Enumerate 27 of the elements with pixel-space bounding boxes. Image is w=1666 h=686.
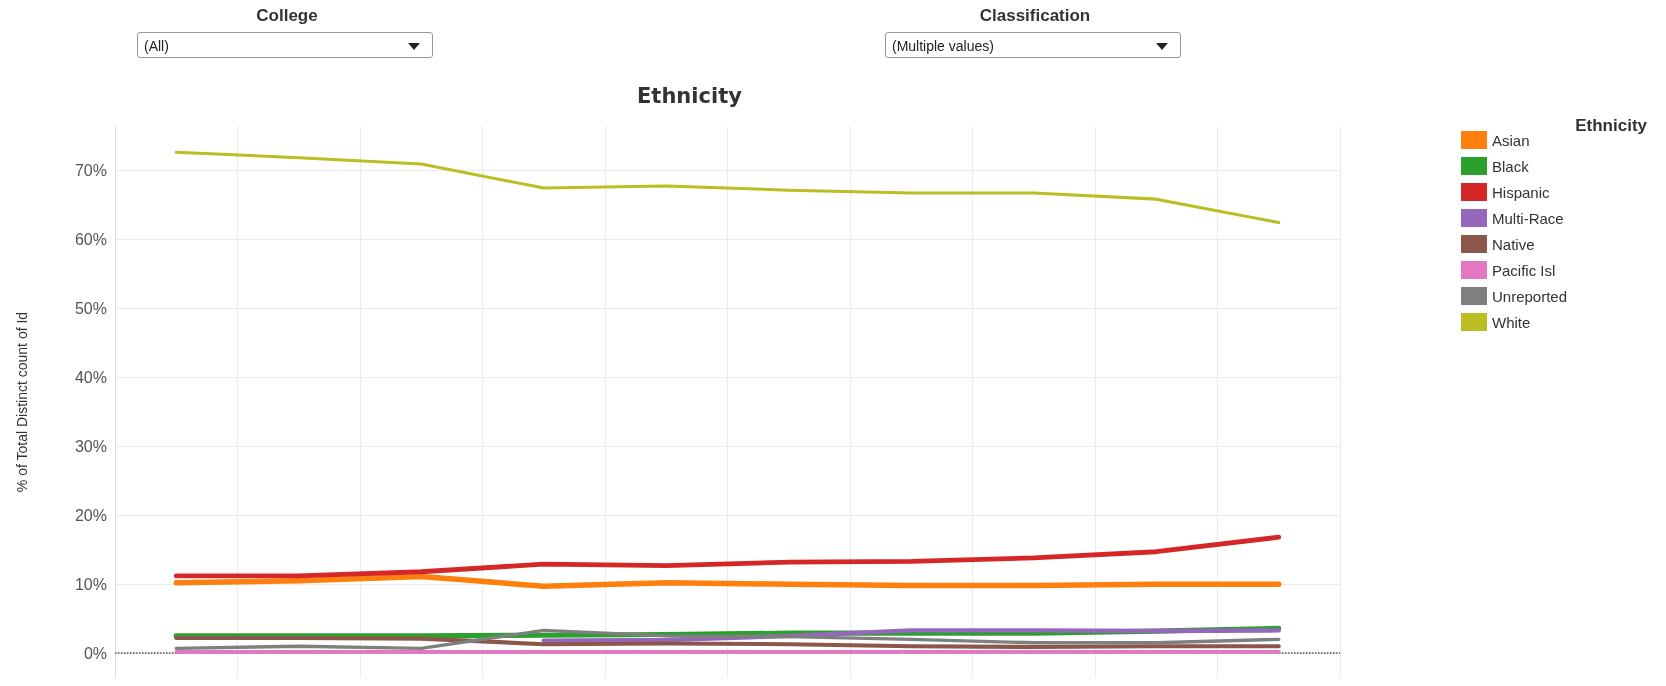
line-series (173, 534, 1282, 579)
y-axis-title: % of Total Distinct count of Id (14, 311, 30, 493)
text: Classification (978, 6, 1092, 26)
y-tick-label: 20% (74, 506, 107, 524)
y-tick-label: 30% (74, 437, 107, 455)
line-series (174, 628, 1281, 651)
chart-title: Ethnicity (637, 83, 743, 108)
dropdown-field: (All) (137, 32, 433, 58)
y-tick-label: 70% (74, 161, 107, 179)
legend-title: Ethnicity (1575, 116, 1648, 135)
text: College (255, 6, 319, 26)
legend-label: White (1492, 313, 1531, 331)
legend-label: Asian (1492, 131, 1530, 149)
legend-label: Hispanic (1492, 183, 1551, 201)
legend-label: Unreported (1492, 287, 1568, 305)
line-series (174, 635, 1281, 649)
legend-label: Native (1492, 235, 1535, 253)
y-tick-label: 0% (83, 644, 107, 662)
legend-label: Pacific Isl (1492, 261, 1556, 279)
y-tick-label: 40% (74, 368, 107, 386)
y-tick-label: 60% (74, 230, 107, 248)
y-tick-label: 50% (74, 299, 107, 317)
y-tick-label: 10% (74, 575, 107, 593)
legend-label: Multi-Race (1492, 209, 1564, 227)
dropdown-field: (Multiple values) (885, 32, 1181, 58)
legend-label: Black (1492, 157, 1530, 175)
line-series (174, 150, 1281, 225)
